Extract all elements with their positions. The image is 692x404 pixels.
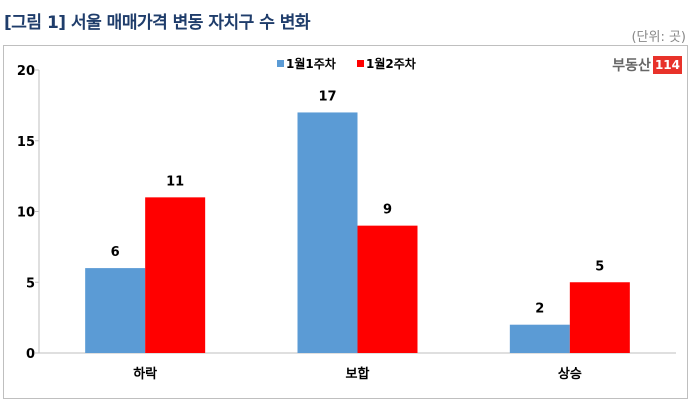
x-tick-label: 하락 — [133, 366, 157, 382]
bar — [85, 268, 146, 353]
legend-swatch — [357, 60, 364, 67]
bar — [297, 112, 358, 353]
x-tick-label: 보합 — [346, 366, 370, 382]
logo-text: 부동산 — [612, 58, 651, 74]
legend-swatch — [277, 60, 284, 67]
legend-label: 1월1주차 — [286, 56, 336, 71]
bar — [357, 225, 418, 353]
chart-frame — [3, 45, 688, 399]
data-label: 17 — [318, 89, 336, 104]
data-label: 5 — [595, 259, 604, 274]
bar — [509, 324, 570, 353]
data-label: 11 — [166, 174, 184, 189]
logo-number: 114 — [652, 56, 682, 74]
data-label: 9 — [383, 203, 392, 218]
y-tick-label: 0 — [26, 347, 35, 362]
brand-logo: 부동산 114 — [612, 55, 682, 75]
y-tick-label: 5 — [26, 276, 35, 291]
legend-label: 1월2주차 — [366, 56, 416, 71]
bar — [145, 197, 206, 353]
y-tick-label: 20 — [17, 64, 35, 79]
figure-title: [그림 1] 서울 매매가격 변동 자치구 수 변화 — [4, 13, 311, 33]
x-tick-label: 상승 — [558, 367, 582, 382]
bar — [569, 282, 630, 353]
y-tick-label: 15 — [17, 135, 35, 150]
y-tick-label: 10 — [17, 206, 35, 221]
unit-label: (단위: 곳) — [631, 30, 686, 45]
data-label: 6 — [111, 245, 120, 260]
data-label: 2 — [535, 302, 544, 317]
